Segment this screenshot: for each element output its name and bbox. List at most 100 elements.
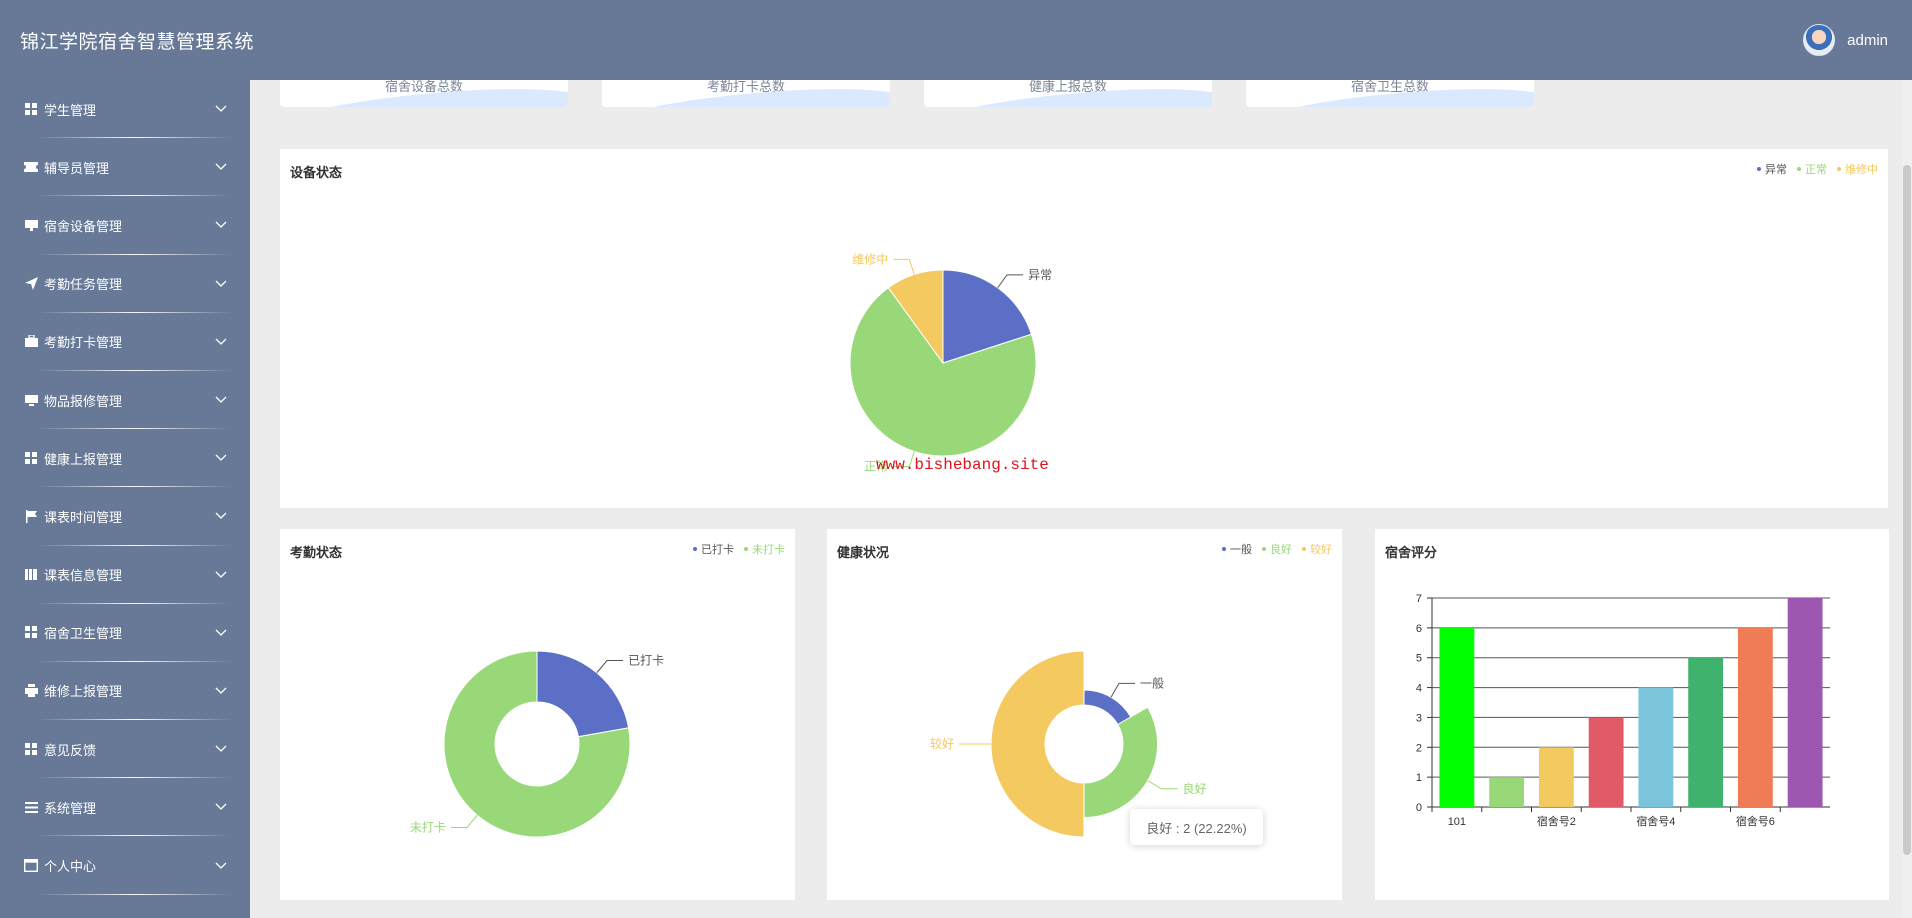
attendance-status-title: 考勤状态 [290, 545, 343, 560]
pie-slice [849, 287, 1037, 457]
main-scrollbar-thumb[interactable] [1903, 165, 1911, 855]
label-leader-line [893, 258, 915, 275]
chevron-down-icon [214, 800, 228, 814]
briefcase-icon [24, 335, 38, 349]
sidebar-item-counselor-management[interactable]: 辅导员管理 [0, 138, 250, 197]
sidebar-item-health-report-management[interactable]: 健康上报管理 [0, 429, 250, 488]
legend-item[interactable]: 良好 [1262, 541, 1292, 557]
legend-item[interactable]: 未打卡 [744, 541, 785, 557]
desktop-icon [24, 393, 38, 407]
printer-icon [24, 684, 38, 698]
label-leader-line [997, 274, 1024, 289]
stat-card-health: 健康上报总数 [924, 80, 1212, 107]
legend-label: 良好 [1270, 544, 1292, 556]
chevron-down-icon [214, 859, 228, 873]
stat-card-label: 宿舍卫生总数 [1350, 80, 1429, 94]
legend-label: 异常 [1765, 164, 1787, 176]
sidebar-item-label: 学生管理 [44, 102, 97, 118]
user-profile[interactable]: admin [1803, 24, 1888, 56]
bar [1787, 598, 1823, 807]
x-tick-label: 宿舍号6 [1736, 814, 1775, 828]
sidebar-item-label: 课表信息管理 [44, 568, 123, 584]
window-icon [24, 859, 38, 873]
watermark: www.bishebang.site [876, 456, 1049, 474]
stat-card-label: 健康上报总数 [1028, 80, 1107, 94]
sidebar-item-label: 意见反馈 [44, 742, 97, 758]
chart-tooltip: 良好 : 2 (22.22%) [1130, 809, 1263, 845]
label-leader-line [1110, 682, 1135, 698]
legend-item[interactable]: 已打卡 [693, 541, 734, 557]
slice-label: 维修中 [852, 251, 888, 266]
book-icon [24, 568, 38, 582]
label-leader-line [450, 814, 478, 828]
sidebar-item-label: 课表时间管理 [44, 509, 123, 525]
chevron-down-icon [214, 684, 228, 698]
bar [1439, 627, 1475, 807]
sidebar-item-schedule-info-management[interactable]: 课表信息管理 [0, 546, 250, 604]
legend-dot [1757, 167, 1761, 171]
sidebar-item-dorm-device-management[interactable]: 宿舍设备管理 [0, 196, 250, 255]
slice-label: 未打卡 [410, 820, 446, 834]
sidebar-item-label: 辅导员管理 [44, 160, 110, 176]
sidebar-item-repair-management[interactable]: 物品报修管理 [0, 371, 250, 430]
attendance-status-legend: 已打卡 未打卡 [693, 541, 785, 557]
sidebar-item-student-management[interactable]: 学生管理 [0, 80, 250, 139]
stat-card-label: 宿舍设备总数 [384, 80, 463, 94]
legend-dot [1797, 167, 1801, 171]
legend-item[interactable]: 一般 [1222, 541, 1252, 557]
legend-label: 已打卡 [701, 544, 734, 556]
sidebar-menu: 学生管理 辅导员管理 宿舍设备管理 考勤任务管理 考勤打卡管理 物品报修管理 健… [0, 80, 250, 918]
slice-label: 正常 [864, 460, 888, 474]
pie-slice [990, 650, 1085, 838]
user-avatar[interactable] [1803, 24, 1836, 56]
chevron-down-icon [214, 335, 228, 349]
stat-card-hygiene: 宿舍卫生总数 [1246, 80, 1534, 107]
x-tick-label: 101 [1448, 816, 1466, 828]
device-status-title: 设备状态 [290, 165, 343, 180]
legend-label: 较好 [1310, 544, 1332, 556]
bar [1638, 687, 1674, 807]
health-status-title: 健康状况 [837, 545, 890, 560]
sidebar-item-label: 宿舍卫生管理 [44, 626, 123, 642]
legend-item[interactable]: 正常 [1797, 161, 1827, 177]
sidebar-item-feedback[interactable]: 意见反馈 [0, 720, 250, 779]
pie-slice [1083, 706, 1158, 819]
label-leader-line [893, 451, 915, 468]
legend-item[interactable]: 维修中 [1837, 161, 1878, 177]
dorm-rating-chart: 0 1 2 3 4 5 6 7 101 宿舍号2 宿舍号4 宿舍号6 [1416, 593, 1830, 828]
sidebar-item-system-management[interactable]: 系统管理 [0, 778, 250, 837]
legend-item[interactable]: 较好 [1302, 541, 1332, 557]
grid-icon [24, 102, 38, 116]
sidebar-item-schedule-time-management[interactable]: 课表时间管理 [0, 487, 250, 546]
legend-label: 正常 [1805, 164, 1827, 176]
sidebar-item-label: 宿舍设备管理 [44, 218, 123, 234]
sidebar-item-label: 考勤任务管理 [44, 277, 123, 293]
stat-card-attendance: 考勤打卡总数 [602, 80, 890, 107]
legend-label: 维修中 [1845, 164, 1878, 176]
grid-icon [24, 626, 38, 640]
legend-label: 未打卡 [752, 544, 785, 556]
legend-item[interactable]: 异常 [1757, 161, 1787, 177]
slice-label: 较好 [930, 736, 954, 751]
list-icon [24, 800, 38, 814]
sidebar-item-label: 物品报修管理 [44, 393, 123, 409]
chevron-down-icon [214, 568, 228, 582]
x-tick-label: 宿舍号4 [1636, 814, 1675, 828]
y-tick-label: 0 [1416, 802, 1422, 814]
dashboard-main: 宿舍设备总数 考勤打卡总数 健康上报总数 宿舍卫生总数 设备状态 异常 正常 维… [250, 80, 1912, 918]
pie-slice [1083, 689, 1132, 726]
sidebar-item-personal-center[interactable]: 个人中心 [0, 836, 250, 895]
flag-icon [24, 509, 38, 523]
y-tick-label: 6 [1416, 623, 1422, 635]
sidebar-item-dorm-hygiene-management[interactable]: 宿舍卫生管理 [0, 604, 250, 663]
username[interactable]: admin [1847, 31, 1888, 49]
y-tick-label: 7 [1416, 593, 1422, 605]
sidebar-item-label: 维修上报管理 [44, 684, 123, 700]
legend-dot [1302, 547, 1306, 551]
sidebar-item-maintenance-report-management[interactable]: 维修上报管理 [0, 662, 250, 721]
y-tick-label: 5 [1416, 653, 1422, 665]
grid-icon [24, 742, 38, 756]
sidebar-item-attendance-task-management[interactable]: 考勤任务管理 [0, 255, 250, 313]
sidebar-item-attendance-checkin-management[interactable]: 考勤打卡管理 [0, 313, 250, 372]
